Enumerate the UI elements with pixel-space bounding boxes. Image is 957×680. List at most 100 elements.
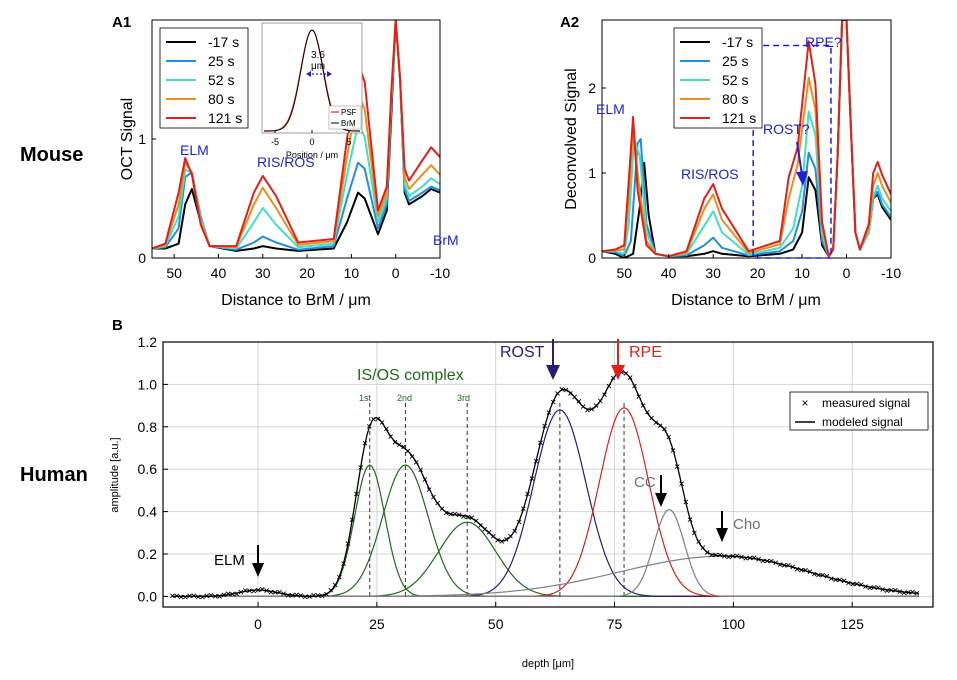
b-measured-point-63	[439, 506, 445, 511]
a1-inset-width-unit: μm	[311, 61, 325, 72]
b-measured-point-54	[401, 444, 406, 450]
b-measured-point-76	[495, 537, 500, 543]
b-measured-point-67	[456, 512, 462, 518]
a2-xtick-label-2: 30	[705, 265, 721, 281]
b-frame	[162, 341, 934, 608]
b-measured-point-170	[897, 589, 903, 594]
b-measured-point-157	[841, 578, 847, 584]
b-measured-point-167	[884, 588, 890, 593]
a2-ytick-label-2: 2	[588, 80, 596, 96]
b-measured-point-119	[679, 481, 684, 486]
b-measured-point-19	[251, 588, 257, 594]
b-measured-point-149	[807, 569, 813, 574]
b-measured-point-142	[777, 562, 783, 568]
b-measured-point-28	[289, 593, 295, 598]
b-measured-point-125	[704, 550, 710, 555]
b-measured-point-98	[589, 406, 595, 412]
b-annot-iso-2nd: 2nd	[397, 393, 412, 403]
b-xtick-label-5: 125	[841, 616, 865, 632]
b-measured-point-92	[563, 387, 569, 393]
b-measured-point-71	[473, 518, 479, 524]
b-measured-point-128	[717, 552, 723, 558]
b-measured-point-169	[893, 587, 898, 593]
a1-xtick-label-3: 20	[299, 265, 315, 281]
a2-legend-label-2: 52 s	[722, 72, 748, 88]
b-measured-point-39	[337, 574, 342, 580]
b-measured-point-111	[645, 409, 650, 415]
b-measured-point-48	[375, 416, 381, 422]
b-measured-point-103	[610, 375, 616, 381]
b-measured-point-146	[794, 566, 800, 572]
b-measured-point-144	[786, 563, 791, 568]
b-measured-point-151	[816, 572, 821, 578]
a1-inset: 3.6 μm PSF BrM -5 0 5 Position / μm	[261, 22, 363, 160]
b-xtick-label-0: 0	[254, 616, 262, 632]
b-measured-point-139	[764, 558, 770, 564]
b-measured-point-161	[858, 582, 864, 587]
b-measured-point-1	[174, 593, 180, 599]
b-measured-point-69	[465, 514, 470, 520]
b-legend-box	[789, 391, 929, 431]
b-annot-iso-3rd: 3rd	[457, 393, 470, 403]
b-measured-point-102	[606, 383, 612, 389]
b-measured-point-100	[597, 398, 603, 404]
b-ytick-label-0: 0.0	[138, 588, 158, 604]
a2-rost-arrow-shaft	[796, 141, 803, 176]
b-measured-point-133	[739, 554, 744, 560]
b-measured-point-77	[499, 539, 505, 544]
b-measured-point-134	[743, 555, 749, 561]
b-measured-point-85	[533, 459, 539, 464]
b-measured-point-143	[781, 562, 787, 568]
b-measured-point-132	[734, 553, 740, 559]
b-y-axis-label: amplitude [a.u.]	[109, 437, 121, 512]
b-legend-measured-marker: ×	[801, 396, 808, 410]
a1-xtick-label-4: 10	[344, 265, 360, 281]
b-measured-point-107	[627, 375, 633, 380]
b-measured-point-113	[653, 420, 659, 426]
b-measured-point-14	[230, 591, 235, 597]
b-measured-point-35	[319, 593, 325, 599]
b-measured-point-123	[696, 539, 701, 544]
b-annot-cc: CC	[634, 474, 656, 491]
b-ytick-label-5: 1.0	[138, 376, 158, 392]
b-measured-point-15	[234, 591, 239, 597]
b-measured-point-147	[799, 567, 804, 573]
b-measured-point-160	[854, 581, 860, 587]
b-measured-point-41	[345, 541, 351, 546]
b-measured-point-129	[722, 553, 727, 559]
a1-y-axis-label: OCT Signal	[119, 98, 136, 180]
b-measured-point-24	[272, 589, 278, 595]
b-measured-point-86	[538, 440, 543, 446]
a1-legend: -17 s 25 s 52 s 80 s 121 s	[166, 34, 242, 126]
b-measured-point-95	[576, 399, 582, 404]
b-x-axis-label: depth [μm]	[522, 658, 574, 670]
b-measured-point-166	[880, 587, 885, 592]
b-measured-point-51	[388, 434, 393, 439]
a2-legend-label-1: 25 s	[722, 53, 748, 69]
a1-xtick-label-2: 30	[255, 265, 271, 281]
a2-legend: -17 s 25 s 52 s 80 s 121 s	[680, 34, 756, 126]
b-measured-point-47	[371, 416, 376, 422]
a2-legend-box	[673, 27, 763, 129]
b-measured-point-83	[525, 491, 530, 497]
b-measured-point-112	[649, 415, 654, 421]
a2-frame	[601, 19, 892, 259]
panel-b: 0 25 50 75 100 125 0.0 0.2 0.4 0.6 0.8 1.0 1.2 dept…	[109, 334, 934, 670]
b-measured-point-96	[580, 404, 586, 409]
a1-legend-box	[159, 27, 249, 129]
b-measured-point-159	[850, 581, 855, 587]
b-measured-point-130	[726, 554, 731, 560]
b-measured-point-174	[914, 590, 920, 596]
a1-inset-legend-brm: BrM	[341, 119, 356, 128]
a2-xtick-label-6: -10	[881, 265, 901, 281]
a1-x-axis-label: Distance to BrM / μm	[221, 292, 371, 309]
b-measured-point-3	[183, 594, 188, 600]
b-measured-point-93	[568, 391, 573, 396]
b-x-ticks: 0 25 50 75 100 125	[254, 602, 864, 632]
a1-annot-brm: BrM	[433, 232, 459, 248]
b-annot-cho: Cho	[733, 516, 761, 533]
b-measured-point-145	[790, 564, 796, 570]
b-measured-point-21	[260, 587, 265, 592]
b-measured-point-38	[332, 582, 338, 588]
b-measured-point-64	[443, 510, 449, 516]
